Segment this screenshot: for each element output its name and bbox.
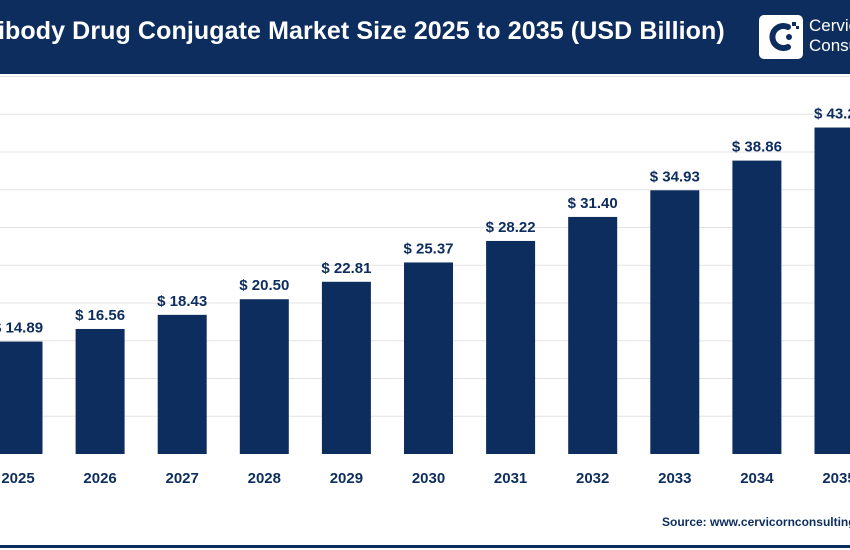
header-banner: Antibody Drug Conjugate Market Size 2025… bbox=[0, 0, 850, 74]
bars bbox=[0, 127, 850, 454]
data-labels: $ 14.89 $ 16.56 $ 18.43 $ 20.50 $ 22.81 $ 25.… bbox=[0, 106, 850, 337]
x-tick-2027: 2027 bbox=[166, 470, 199, 487]
data-label-2033: $ 34.93 bbox=[650, 168, 700, 185]
x-tick-2034: 2034 bbox=[740, 470, 774, 487]
logo-line-2: Consulting bbox=[809, 36, 850, 55]
bar-2025 bbox=[0, 341, 43, 454]
x-tick-2033: 2033 bbox=[658, 470, 691, 487]
data-label-2028: $ 20.50 bbox=[239, 277, 289, 294]
data-label-2034: $ 38.86 bbox=[732, 139, 782, 156]
bar-2033 bbox=[650, 190, 700, 454]
bar-2031 bbox=[486, 240, 536, 454]
logo-line-1: Cervicorn bbox=[809, 16, 850, 35]
data-label-2032: $ 31.40 bbox=[568, 195, 618, 212]
x-tick-2028: 2028 bbox=[248, 470, 281, 487]
data-label-2031: $ 28.22 bbox=[486, 219, 536, 236]
x-tick-2032: 2032 bbox=[576, 470, 609, 487]
source-note: Source: www.cervicornconsulting.com bbox=[662, 515, 850, 529]
data-label-2025: $ 14.89 bbox=[0, 320, 43, 337]
x-tick-2031: 2031 bbox=[494, 470, 527, 487]
data-label-2029: $ 22.81 bbox=[321, 260, 371, 277]
bar-chart: $ 14.89 $ 16.56 $ 18.43 $ 20.50 $ 22.81 $ 25.… bbox=[0, 76, 850, 487]
x-tick-2026: 2026 bbox=[83, 470, 116, 487]
logo-wordmark: Cervicorn Consulting bbox=[809, 16, 850, 56]
bar-2035 bbox=[814, 127, 850, 454]
bar-2034 bbox=[732, 160, 782, 454]
bottom-divider bbox=[0, 545, 850, 548]
bar-2032 bbox=[568, 216, 618, 454]
x-tick-2030: 2030 bbox=[412, 470, 445, 487]
bar-2028 bbox=[239, 299, 289, 454]
bar-2030 bbox=[404, 262, 453, 454]
bar-2026 bbox=[75, 328, 125, 454]
data-label-2030: $ 25.37 bbox=[403, 240, 453, 257]
bar-2027 bbox=[157, 314, 207, 454]
data-label-2026: $ 16.56 bbox=[75, 307, 125, 324]
data-label-2035: $ 43.24 bbox=[814, 106, 850, 123]
x-axis-labels: 2025 2026 2027 2028 2029 2030 2031 2032 2033 2034… bbox=[1, 470, 850, 487]
cervicorn-logo-icon bbox=[759, 15, 803, 59]
x-tick-2025: 2025 bbox=[1, 470, 34, 487]
bar-2029 bbox=[321, 281, 371, 454]
x-tick-2035: 2035 bbox=[822, 470, 850, 487]
chart-title: Antibody Drug Conjugate Market Size 2025… bbox=[0, 17, 725, 45]
x-tick-2029: 2029 bbox=[330, 470, 363, 487]
data-label-2027: $ 18.43 bbox=[157, 293, 207, 310]
